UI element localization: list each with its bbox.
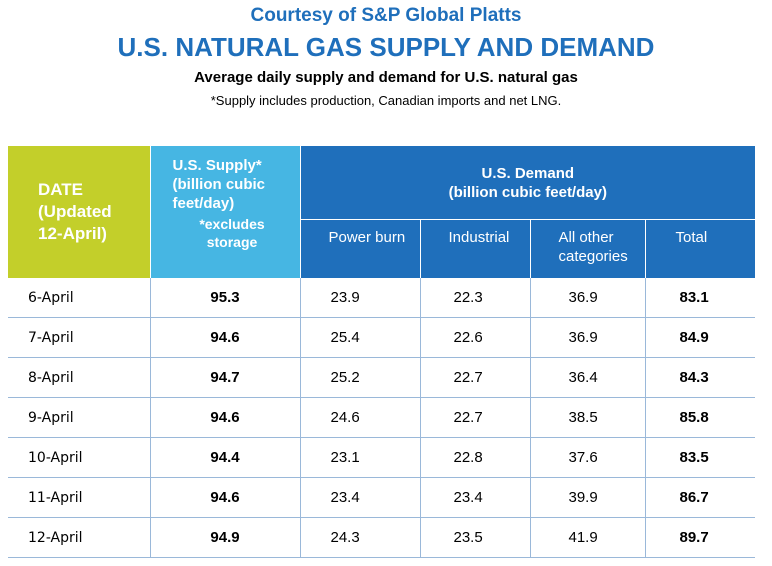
total-column-header: Total (644, 219, 756, 278)
all-other-cell: 36.9 (529, 317, 645, 358)
total-cell: 86.7 (644, 477, 756, 518)
supply-header-unit-line2: feet/day) (172, 195, 235, 212)
column-header-label: Industrial (448, 229, 510, 246)
column-header-label-line2: categories (558, 248, 628, 265)
industrial-cell: 22.6 (419, 317, 530, 358)
column-header-label: Power burn (328, 229, 406, 246)
date-column-header: DATE (Updated 12-April) (8, 146, 151, 278)
total-cell: 84.3 (644, 357, 756, 398)
page-subtitle: Average daily supply and demand for U.S.… (194, 69, 578, 86)
supply-header-unit-line1: (billion cubic (172, 176, 266, 193)
table-row: 8-April 94.7 25.2 22.7 36.4 84.3 (8, 357, 756, 398)
industrial-cell: 22.8 (419, 437, 530, 478)
supply-demand-table: DATE (Updated 12-April) U.S. Supply* (bi… (8, 146, 756, 558)
courtesy-line: Courtesy of S&P Global Platts (250, 5, 522, 26)
industrial-cell: 23.4 (419, 477, 530, 518)
demand-group-header: U.S. Demand (billion cubic feet/day) (300, 146, 756, 220)
power-burn-cell: 23.9 (299, 278, 420, 318)
all-other-cell: 39.9 (529, 477, 645, 518)
power-burn-cell: 24.3 (299, 517, 420, 558)
industrial-column-header: Industrial (419, 219, 530, 278)
date-cell: 7-April (8, 317, 150, 358)
table-row: 12-April 94.9 24.3 23.5 41.9 89.7 (8, 517, 756, 558)
all-other-cell: 36.4 (529, 357, 645, 398)
supply-header-note-line1: *excludes (199, 216, 265, 232)
power-burn-cell: 24.6 (299, 397, 420, 438)
all-other-cell: 37.6 (529, 437, 645, 478)
supply-cell: 94.7 (149, 357, 300, 398)
supply-column-header: U.S. Supply* (billion cubic feet/day) *e… (150, 146, 301, 278)
power-burn-cell: 23.1 (299, 437, 420, 478)
total-cell: 85.8 (644, 397, 756, 438)
column-header-label: Total (675, 229, 708, 246)
all-other-cell: 36.9 (529, 278, 645, 318)
table-row: 6-April 95.3 23.9 22.3 36.9 83.1 (8, 278, 756, 318)
table-row: 11-April 94.6 23.4 23.4 39.9 86.7 (8, 477, 756, 518)
date-cell: 8-April (8, 357, 150, 398)
table-row: 9-April 94.6 24.6 22.7 38.5 85.8 (8, 397, 756, 438)
date-header-line1: DATE (38, 180, 84, 199)
supply-cell: 94.4 (149, 437, 300, 478)
supply-header-title: U.S. Supply* (172, 157, 262, 174)
date-cell: 11-April (8, 477, 150, 518)
date-cell: 12-April (8, 517, 150, 558)
total-cell: 83.1 (644, 278, 756, 318)
table-row: 10-April 94.4 23.1 22.8 37.6 83.5 (8, 437, 756, 478)
supply-cell: 94.9 (149, 517, 300, 558)
supply-footnote: *Supply includes production, Canadian im… (210, 93, 562, 108)
date-header-line3: 12-April) (38, 224, 107, 243)
all-other-column-header: All other categories (529, 219, 645, 278)
all-other-cell: 38.5 (529, 397, 645, 438)
industrial-cell: 22.7 (419, 357, 530, 398)
all-other-cell: 41.9 (529, 517, 645, 558)
power-burn-cell: 25.2 (299, 357, 420, 398)
date-cell: 9-April (8, 397, 150, 438)
industrial-cell: 22.7 (419, 397, 530, 438)
supply-cell: 95.3 (149, 278, 300, 318)
date-cell: 10-April (8, 437, 150, 478)
industrial-cell: 22.3 (419, 278, 530, 318)
date-header-line2: (Updated (38, 202, 112, 221)
supply-header-note-line2: storage (206, 234, 258, 250)
demand-header-unit: (billion cubic feet/day) (448, 183, 607, 201)
supply-cell: 94.6 (149, 397, 300, 438)
power-burn-column-header: Power burn (300, 219, 420, 278)
table-row: 7-April 94.6 25.4 22.6 36.9 84.9 (8, 317, 756, 358)
power-burn-cell: 25.4 (299, 317, 420, 358)
column-header-label: All other (558, 229, 614, 246)
page-title: U.S. NATURAL GAS SUPPLY AND DEMAND (117, 32, 655, 62)
total-cell: 83.5 (644, 437, 756, 478)
supply-cell: 94.6 (149, 477, 300, 518)
demand-header-title: U.S. Demand (481, 164, 575, 182)
industrial-cell: 23.5 (419, 517, 530, 558)
power-burn-cell: 23.4 (299, 477, 420, 518)
supply-cell: 94.6 (149, 317, 300, 358)
total-cell: 84.9 (644, 317, 756, 358)
date-cell: 6-April (8, 278, 150, 318)
total-cell: 89.7 (644, 517, 756, 558)
